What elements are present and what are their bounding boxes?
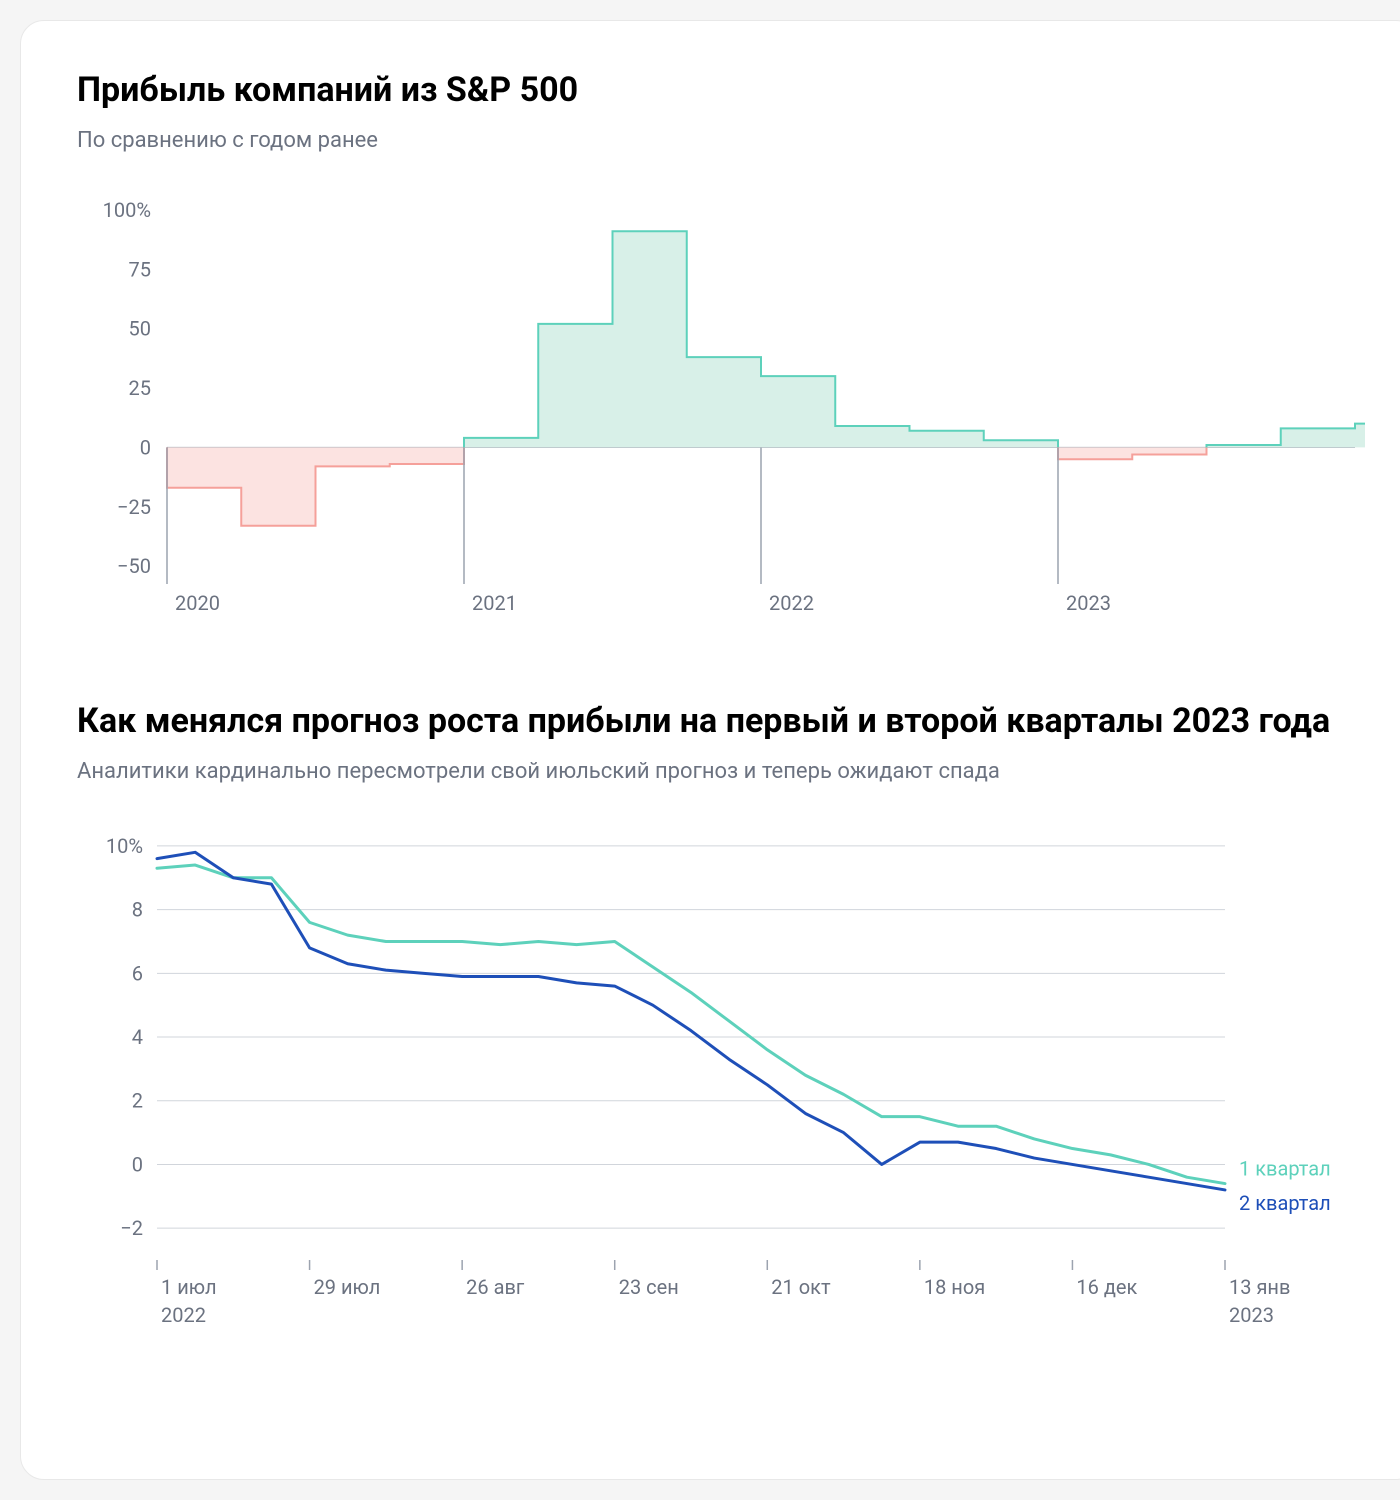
svg-text:26 авг: 26 авг xyxy=(466,1275,525,1299)
svg-text:−50: −50 xyxy=(117,554,151,578)
svg-text:2 квартал: 2 квартал xyxy=(1239,1191,1331,1215)
svg-text:0: 0 xyxy=(140,436,151,460)
svg-text:0: 0 xyxy=(132,1152,143,1176)
svg-text:4: 4 xyxy=(132,1025,143,1049)
chart2-plot: −2 0 2 4 6 8 10% 1 июл 2022 29 июл 26 авг 23 сен 21 … xyxy=(77,820,1363,1340)
chart2-title: Как менялся прогноз роста прибыли на пер… xyxy=(77,700,1363,743)
svg-text:50: 50 xyxy=(129,317,151,341)
svg-text:2: 2 xyxy=(132,1088,143,1112)
svg-text:2022: 2022 xyxy=(161,1303,206,1327)
svg-text:21 окт: 21 окт xyxy=(771,1275,831,1299)
chart1-plot: −50 −25 0 25 50 75 100% 2020 2021 2022 2023 xyxy=(77,188,1363,628)
chart2-section: Как менялся прогноз роста прибыли на пер… xyxy=(77,700,1363,1339)
svg-text:2022: 2022 xyxy=(769,591,814,615)
svg-text:8: 8 xyxy=(132,897,143,921)
svg-text:6: 6 xyxy=(132,961,143,985)
svg-text:25: 25 xyxy=(129,376,151,400)
svg-text:100%: 100% xyxy=(103,198,151,222)
svg-text:18 ноя: 18 ноя xyxy=(924,1275,985,1299)
svg-text:−2: −2 xyxy=(120,1216,143,1240)
svg-text:23 сен: 23 сен xyxy=(619,1275,679,1299)
chart1-svg: −50 −25 0 25 50 75 100% 2020 2021 2022 2023 xyxy=(77,188,1365,628)
svg-text:2021: 2021 xyxy=(472,591,517,615)
svg-text:1 июл: 1 июл xyxy=(161,1275,217,1299)
chart2-subtitle: Аналитики кардинально пересмотрели свой … xyxy=(77,757,1363,788)
chart2-svg: −2 0 2 4 6 8 10% 1 июл 2022 29 июл 26 авг 23 сен 21 … xyxy=(77,820,1365,1340)
svg-text:29 июл: 29 июл xyxy=(314,1275,381,1299)
chart1-title: Прибыль компаний из S&P 500 xyxy=(77,69,1363,112)
svg-text:−25: −25 xyxy=(117,495,151,519)
svg-text:16 дек: 16 дек xyxy=(1076,1275,1137,1299)
svg-text:2023: 2023 xyxy=(1066,591,1111,615)
svg-text:2020: 2020 xyxy=(175,591,220,615)
svg-text:13 янв: 13 янв xyxy=(1229,1275,1290,1299)
svg-text:2023: 2023 xyxy=(1229,1303,1274,1327)
svg-text:1 квартал: 1 квартал xyxy=(1239,1156,1331,1180)
chart1-section: Прибыль компаний из S&P 500 По сравнению… xyxy=(77,69,1363,628)
chart1-subtitle: По сравнению с годом ранее xyxy=(77,126,1363,157)
charts-card: Прибыль компаний из S&P 500 По сравнению… xyxy=(20,20,1400,1480)
svg-text:75: 75 xyxy=(129,258,151,282)
svg-text:10%: 10% xyxy=(106,834,143,858)
